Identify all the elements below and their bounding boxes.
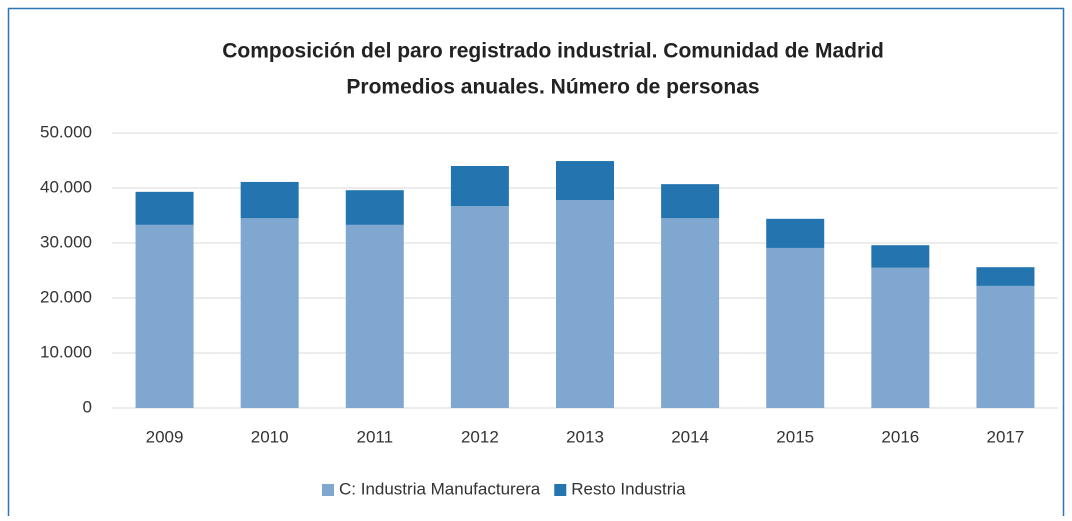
legend-label: C: Industria Manufacturera — [339, 479, 541, 498]
bar-segment — [240, 181, 299, 219]
bar-segment — [976, 267, 1035, 286]
y-tick-label: 20.000 — [40, 287, 92, 306]
bar-segment — [240, 218, 299, 408]
bar-segment — [135, 191, 194, 225]
x-tick-label: 2017 — [987, 427, 1025, 446]
x-tick-label: 2011 — [356, 427, 393, 446]
y-tick-label: 50.000 — [40, 122, 92, 141]
bar-segment — [135, 224, 194, 408]
bar-segment — [871, 245, 930, 268]
bar-segment — [766, 218, 825, 248]
bar-segment — [976, 285, 1035, 408]
bar-segment — [661, 184, 720, 219]
bar-segment — [345, 224, 404, 408]
x-tick-label: 2010 — [251, 427, 289, 446]
bar-segment — [556, 161, 614, 201]
chart-subtitle: Promedios anuales. Número de personas — [346, 76, 759, 99]
x-tick-label: 2016 — [881, 427, 919, 446]
x-tick-label: 2009 — [146, 427, 184, 446]
x-tick-label: 2012 — [461, 427, 499, 446]
legend-label: Resto Industria — [571, 479, 686, 498]
bar-segment — [766, 247, 825, 408]
legend-swatch — [322, 484, 334, 496]
y-tick-label: 30.000 — [40, 232, 92, 251]
x-tick-label: 2015 — [776, 427, 814, 446]
y-tick-label: 40.000 — [40, 177, 92, 196]
bar-segment — [661, 218, 720, 408]
bar-segment — [450, 206, 509, 408]
bar-segment — [450, 166, 509, 207]
chart-title: Composición del paro registrado industri… — [222, 40, 884, 63]
x-tick-label: 2014 — [671, 427, 709, 446]
bar-segment — [556, 200, 614, 408]
bar-segment — [345, 190, 404, 225]
y-tick-label: 10.000 — [40, 342, 92, 361]
y-tick-label: 0 — [83, 397, 92, 416]
bar-segment — [871, 267, 930, 408]
x-tick-label: 2013 — [566, 427, 604, 446]
legend-swatch — [554, 484, 567, 496]
